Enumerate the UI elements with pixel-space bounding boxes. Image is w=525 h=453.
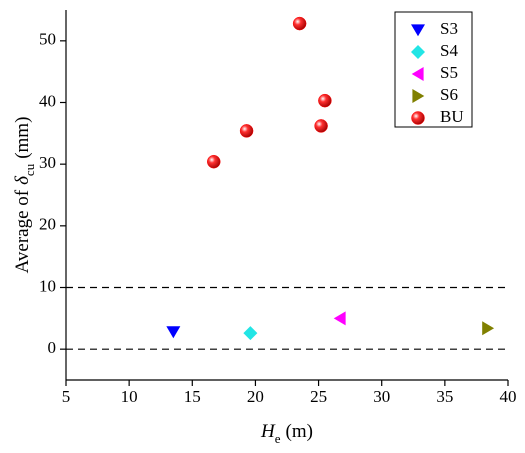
- marker: [412, 89, 425, 103]
- marker: [333, 311, 346, 326]
- legend-box: [394, 11, 473, 128]
- y-tick-label: 20: [39, 215, 56, 234]
- marker: [314, 119, 328, 133]
- marker: [411, 111, 425, 125]
- legend-label: S4: [440, 41, 458, 60]
- x-tick-label: 30: [373, 387, 390, 406]
- x-label-sub: e: [275, 431, 281, 446]
- legend-label: BU: [440, 107, 464, 126]
- y-label-main: δ: [12, 175, 33, 185]
- y-tick-label: 30: [39, 153, 56, 172]
- y-label-lead: Average of: [12, 189, 33, 273]
- x-label-rest: (m): [286, 421, 313, 442]
- x-tick-label: 10: [121, 387, 138, 406]
- y-tick-label: 50: [39, 30, 56, 49]
- y-axis-label: Average of δcu (mm): [12, 117, 37, 274]
- marker: [207, 154, 221, 169]
- x-tick-label: 25: [310, 387, 327, 406]
- marker: [482, 321, 495, 336]
- marker: [166, 326, 181, 339]
- marker: [292, 16, 307, 31]
- marker: [411, 45, 425, 59]
- y-label-sub: cu: [22, 163, 37, 176]
- legend-label: S6: [440, 85, 458, 104]
- marker: [243, 326, 258, 341]
- marker: [318, 93, 332, 108]
- x-tick-label: 35: [436, 387, 453, 406]
- marker: [411, 67, 424, 81]
- x-tick-label: 5: [62, 387, 71, 406]
- x-label-main: H: [260, 421, 276, 442]
- x-tick-label: 40: [500, 387, 517, 406]
- y-label-rest: (mm): [12, 117, 33, 159]
- legend-label: S5: [440, 63, 458, 82]
- marker: [239, 124, 254, 138]
- y-tick-label: 40: [39, 91, 56, 110]
- y-tick-label: 10: [39, 276, 56, 295]
- marker: [411, 24, 425, 37]
- x-tick-label: 15: [184, 387, 201, 406]
- x-tick-label: 20: [247, 387, 264, 406]
- y-tick-label: 0: [48, 338, 57, 357]
- legend-label: S3: [440, 19, 458, 38]
- x-axis-label: He (m): [260, 421, 313, 446]
